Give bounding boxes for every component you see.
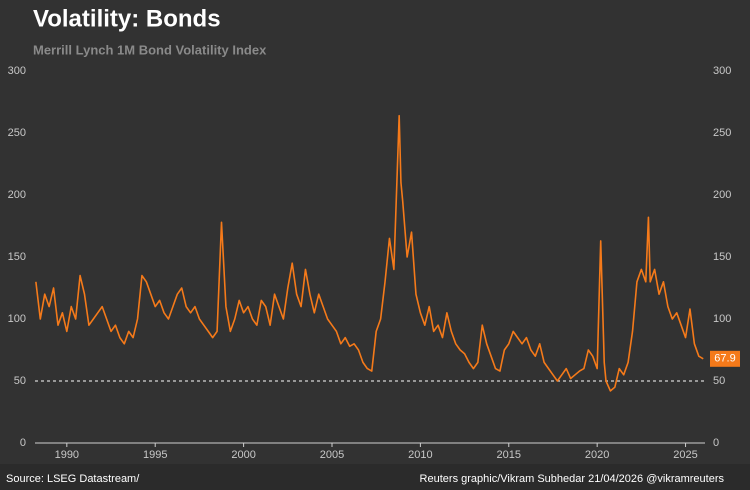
y-tick-label: 300 (8, 65, 26, 77)
chart-subtitle: Merrill Lynch 1M Bond Volatility Index (33, 42, 267, 57)
y-tick-label: 0 (20, 437, 26, 449)
x-tick-label: 2000 (231, 449, 255, 461)
y-tick-label: 50 (14, 375, 26, 387)
x-tick-label: 1990 (55, 449, 79, 461)
y2-tick-label: 50 (713, 375, 725, 387)
y2-tick-label: 300 (713, 65, 731, 77)
y-tick-label: 100 (8, 313, 26, 325)
y-tick-label: 200 (8, 189, 26, 201)
data-line (35, 114, 704, 392)
x-tick-label: 2015 (497, 449, 521, 461)
x-tick-label: 2010 (408, 449, 432, 461)
x-tick-label: 1995 (143, 449, 167, 461)
last-value-box (710, 350, 740, 367)
y-tick-label: 250 (8, 127, 26, 139)
y2-tick-label: 0 (713, 437, 719, 449)
y2-tick-label: 150 (713, 251, 731, 263)
credit: Reuters graphic/Vikram Subhedar 21/04/20… (420, 473, 725, 485)
x-tick-label: 2025 (673, 449, 697, 461)
footer-band (0, 464, 750, 490)
last-value-label: 67.9 (714, 353, 735, 365)
y-tick-label: 150 (8, 251, 26, 263)
y2-tick-label: 100 (713, 313, 731, 325)
source: Source: LSEG Datastream/ (6, 473, 140, 485)
y2-tick-label: 250 (713, 127, 731, 139)
x-tick-label: 2020 (585, 449, 609, 461)
x-tick-label: 2005 (320, 449, 344, 461)
y2-tick-label: 200 (713, 189, 731, 201)
chart-title: Volatility: Bonds (33, 5, 221, 32)
